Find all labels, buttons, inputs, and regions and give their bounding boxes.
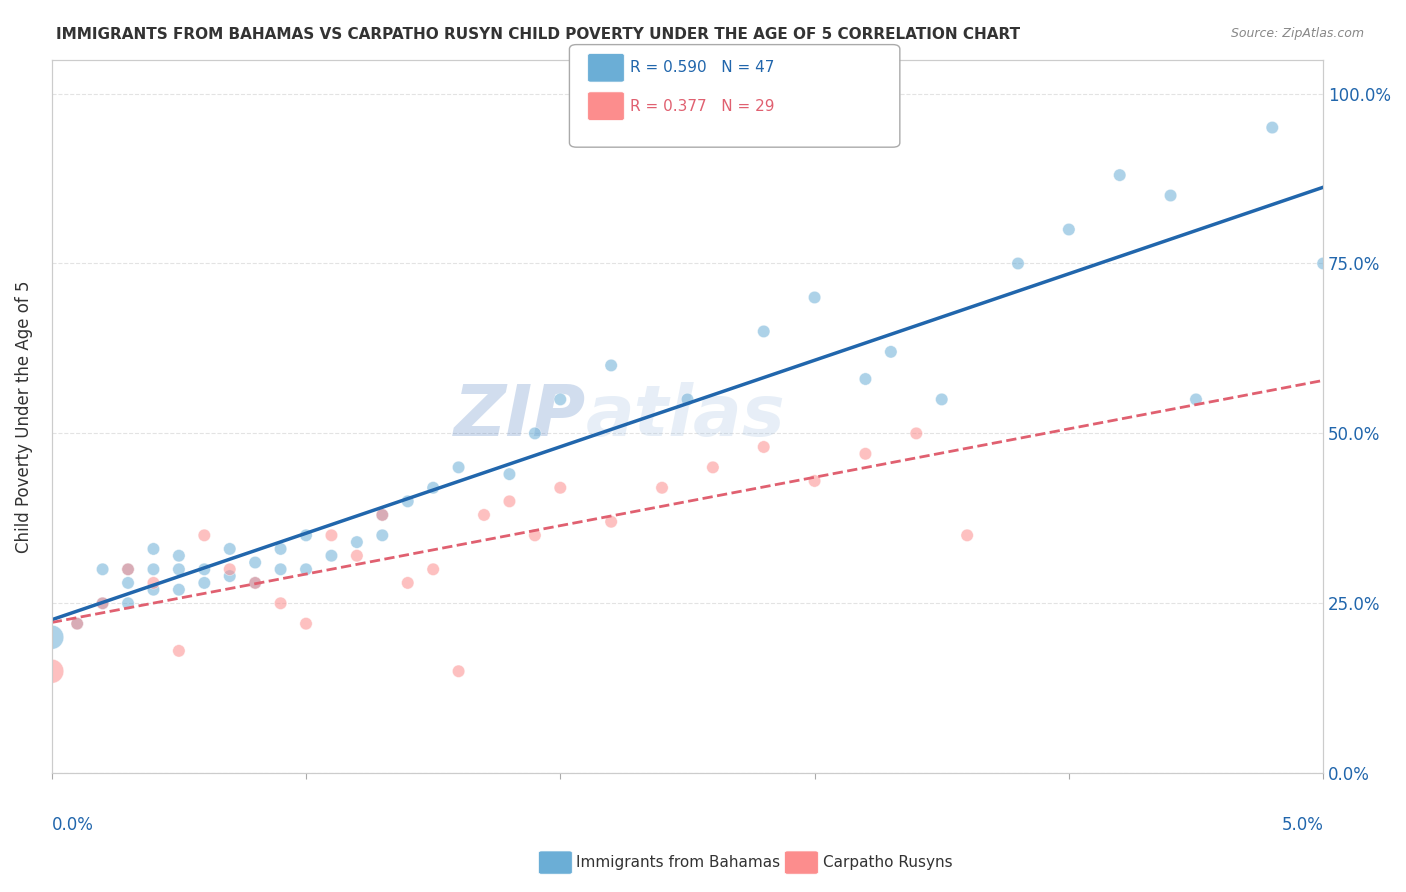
Point <box>117 596 139 610</box>
Point <box>270 562 292 576</box>
Point <box>498 494 520 508</box>
Point <box>167 644 190 658</box>
Text: atlas: atlas <box>586 382 786 450</box>
Point <box>447 665 470 679</box>
Point <box>447 460 470 475</box>
Point <box>91 562 114 576</box>
Point <box>371 528 394 542</box>
Point <box>167 582 190 597</box>
Point <box>752 325 775 339</box>
Point <box>523 528 546 542</box>
Point <box>1312 256 1334 270</box>
Point <box>803 474 825 488</box>
Point <box>905 426 928 441</box>
Point <box>218 562 240 576</box>
Point <box>193 528 215 542</box>
Point <box>396 575 419 590</box>
Point <box>41 665 63 679</box>
Point <box>1007 256 1029 270</box>
Point <box>295 528 318 542</box>
Point <box>956 528 979 542</box>
Point <box>880 344 903 359</box>
Point <box>218 569 240 583</box>
Point <box>1057 222 1080 236</box>
Point <box>422 481 444 495</box>
Point <box>142 541 165 556</box>
Point <box>472 508 495 522</box>
Point <box>91 596 114 610</box>
Point <box>855 447 877 461</box>
Point <box>270 596 292 610</box>
Point <box>702 460 724 475</box>
Point <box>371 508 394 522</box>
Point <box>243 556 266 570</box>
Point <box>66 616 89 631</box>
Point <box>243 575 266 590</box>
Text: 5.0%: 5.0% <box>1281 816 1323 834</box>
Point <box>321 528 343 542</box>
Text: Source: ZipAtlas.com: Source: ZipAtlas.com <box>1230 27 1364 40</box>
Point <box>167 549 190 563</box>
Point <box>1108 168 1130 182</box>
Point <box>422 562 444 576</box>
Point <box>346 535 368 549</box>
Point <box>931 392 953 407</box>
Point <box>117 562 139 576</box>
Point <box>600 515 623 529</box>
Point <box>600 359 623 373</box>
Point <box>371 508 394 522</box>
Point <box>142 575 165 590</box>
Point <box>117 562 139 576</box>
Point <box>295 616 318 631</box>
Point <box>498 467 520 482</box>
Text: ZIP: ZIP <box>454 382 586 450</box>
Point <box>167 562 190 576</box>
Point <box>66 616 89 631</box>
Point <box>346 549 368 563</box>
Point <box>270 541 292 556</box>
Point <box>218 541 240 556</box>
Point <box>142 582 165 597</box>
Point <box>523 426 546 441</box>
Point <box>651 481 673 495</box>
Point <box>41 630 63 644</box>
Point <box>142 562 165 576</box>
Point <box>752 440 775 454</box>
Point <box>1185 392 1208 407</box>
Text: Carpatho Rusyns: Carpatho Rusyns <box>823 855 952 870</box>
Point <box>803 290 825 304</box>
Point <box>193 562 215 576</box>
Text: IMMIGRANTS FROM BAHAMAS VS CARPATHO RUSYN CHILD POVERTY UNDER THE AGE OF 5 CORRE: IMMIGRANTS FROM BAHAMAS VS CARPATHO RUSY… <box>56 27 1021 42</box>
Point <box>321 549 343 563</box>
Point <box>676 392 699 407</box>
Point <box>193 575 215 590</box>
Point <box>91 596 114 610</box>
Text: R = 0.377   N = 29: R = 0.377 N = 29 <box>630 99 775 113</box>
Point <box>396 494 419 508</box>
Point <box>295 562 318 576</box>
Point <box>855 372 877 386</box>
Point <box>550 481 572 495</box>
Y-axis label: Child Poverty Under the Age of 5: Child Poverty Under the Age of 5 <box>15 280 32 553</box>
Text: R = 0.590   N = 47: R = 0.590 N = 47 <box>630 61 775 75</box>
Point <box>550 392 572 407</box>
Point <box>117 575 139 590</box>
Point <box>1160 188 1182 202</box>
Text: Immigrants from Bahamas: Immigrants from Bahamas <box>576 855 780 870</box>
Point <box>243 575 266 590</box>
Text: 0.0%: 0.0% <box>52 816 94 834</box>
Point <box>1261 120 1284 135</box>
